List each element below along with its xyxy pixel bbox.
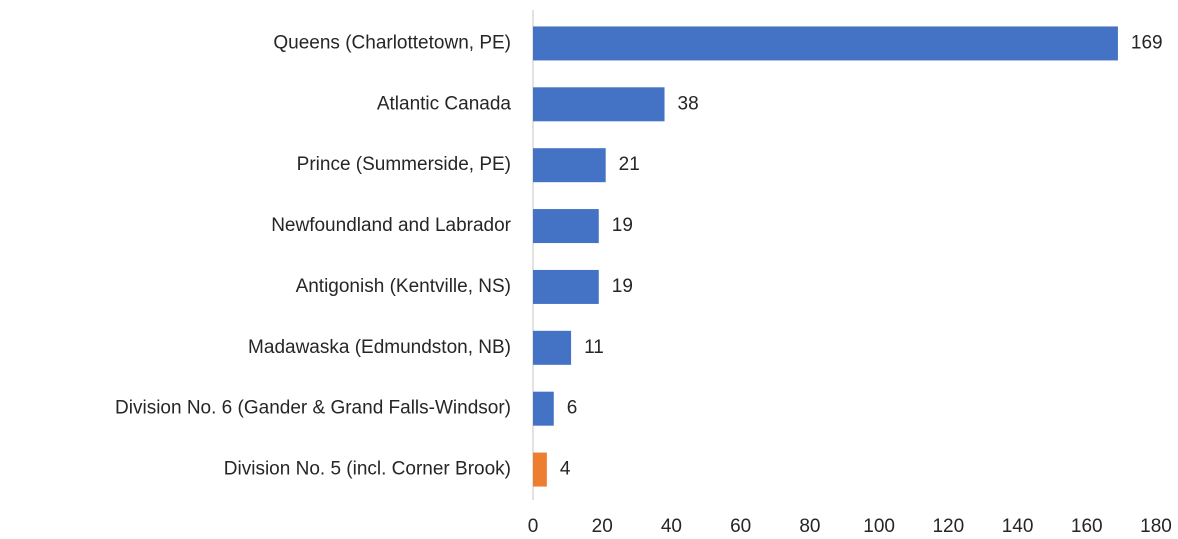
bar (533, 87, 665, 122)
x-tick-label: 100 (863, 516, 895, 537)
data-label: 11 (584, 337, 604, 358)
x-tick-label: 180 (1140, 516, 1172, 537)
data-label: 21 (619, 154, 640, 175)
y-tick-label: Queens (Charlottetown, PE) (273, 32, 511, 53)
data-label: 19 (612, 276, 633, 297)
x-tick-label: 160 (1071, 516, 1103, 537)
x-tick-label: 140 (1002, 516, 1034, 537)
y-tick-label: Prince (Summerside, PE) (297, 154, 511, 175)
x-tick-label: 0 (528, 516, 539, 537)
x-tick-label: 120 (932, 516, 964, 537)
data-label: 4 (560, 459, 571, 480)
bar (533, 330, 572, 365)
y-tick-label: Atlantic Canada (377, 93, 512, 114)
y-tick-label: Division No. 6 (Gander & Grand Falls-Win… (115, 398, 511, 419)
bar (533, 452, 547, 487)
y-tick-label: Madawaska (Edmundston, NB) (248, 337, 511, 358)
bar (533, 391, 554, 426)
data-label: 38 (678, 93, 699, 114)
data-label: 6 (567, 398, 578, 419)
bar (533, 209, 599, 244)
bar (533, 26, 1118, 61)
data-label: 19 (612, 215, 633, 236)
bar (533, 148, 606, 183)
x-tick-label: 40 (661, 516, 682, 537)
x-tick-label: 60 (730, 516, 751, 537)
y-tick-label: Division No. 5 (incl. Corner Brook) (224, 459, 511, 480)
data-label: 169 (1131, 32, 1163, 53)
bar (533, 269, 599, 304)
x-tick-label: 80 (799, 516, 820, 537)
y-tick-label: Antigonish (Kentville, NS) (296, 276, 511, 297)
x-tick-label: 20 (592, 516, 613, 537)
y-tick-label: Newfoundland and Labrador (271, 215, 511, 236)
